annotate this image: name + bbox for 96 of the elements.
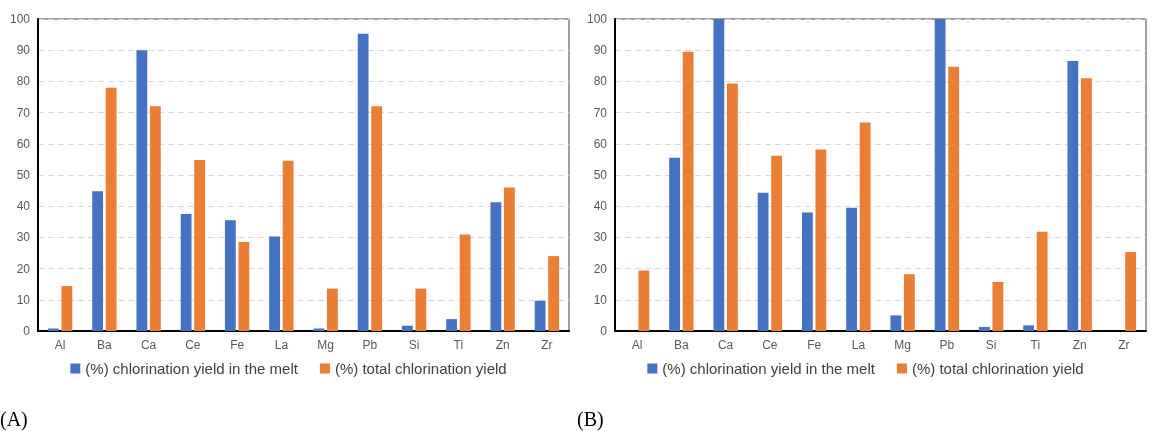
bar <box>490 202 502 331</box>
x-tick-label: Zn <box>495 338 510 352</box>
bar <box>415 288 427 331</box>
bar <box>1023 325 1035 331</box>
y-tick-label: 50 <box>593 168 608 182</box>
bar <box>1036 231 1048 331</box>
y-tick-label: 40 <box>593 199 608 214</box>
x-tick-label: Zr <box>1118 338 1130 352</box>
x-tick-label: Ba <box>97 338 113 352</box>
x-tick-label: Zn <box>1072 338 1087 352</box>
bar <box>815 149 827 331</box>
x-tick-label: Si <box>985 338 997 352</box>
bar <box>401 325 413 331</box>
text: (B) <box>577 408 604 431</box>
y-tick-label: 90 <box>593 43 608 58</box>
x-tick-label: Al <box>54 338 66 352</box>
x-tick-label: Fe <box>807 338 822 352</box>
bar <box>934 19 946 331</box>
y-tick-label: 40 <box>16 199 31 214</box>
x-tick-label: Mg <box>894 338 911 352</box>
x-tick-label: Al <box>631 338 643 352</box>
x-tick-label: Pb <box>939 338 955 352</box>
bar <box>194 160 206 331</box>
bar <box>757 192 769 331</box>
legend-label: (%) chlorination yield in the melt <box>662 360 876 377</box>
bar <box>149 106 161 331</box>
legend-label: (%) total chlorination yield <box>334 360 507 377</box>
y-tick-label: 90 <box>16 43 31 58</box>
bar <box>238 242 250 331</box>
x-tick-label: Ce <box>762 338 778 352</box>
y-tick-label: 30 <box>16 230 31 245</box>
bar <box>669 157 681 331</box>
y-tick-label: 0 <box>600 324 608 338</box>
bar <box>682 51 694 331</box>
bar <box>859 122 871 331</box>
bar <box>771 155 783 331</box>
bar <box>890 315 902 331</box>
bar <box>1067 61 1079 331</box>
bar <box>105 87 117 331</box>
x-tick-label: La <box>851 338 866 352</box>
y-tick-label: 60 <box>593 136 608 151</box>
bar <box>992 282 1004 331</box>
bar <box>726 83 738 331</box>
y-tick-label: 10 <box>593 292 608 307</box>
bar <box>1080 78 1092 331</box>
y-tick-label: 60 <box>16 136 31 151</box>
bar <box>136 50 148 331</box>
bar <box>269 236 281 331</box>
bar <box>446 319 458 331</box>
bar <box>459 234 471 331</box>
y-tick-label: 80 <box>593 74 608 89</box>
x-tick-label: Mg <box>317 338 334 352</box>
x-tick-label: Fe <box>230 338 245 352</box>
y-tick-label: 100 <box>9 12 31 26</box>
legend-label: (%) total chlorination yield <box>911 360 1084 377</box>
bar <box>978 326 990 331</box>
y-tick-label: 70 <box>16 105 31 120</box>
bar <box>548 256 560 331</box>
legend-label: (%) chlorination yield in the melt <box>85 360 299 377</box>
x-tick-label: Ca <box>140 338 157 352</box>
x-tick-label: Si <box>408 338 420 352</box>
y-tick-label: 20 <box>16 261 31 276</box>
bar <box>1125 252 1137 331</box>
bar <box>371 106 383 331</box>
x-tick-label: La <box>274 338 289 352</box>
y-tick-label: 10 <box>16 292 31 307</box>
bar <box>638 270 650 331</box>
bar <box>534 300 546 331</box>
bar <box>326 288 338 331</box>
bar <box>357 33 369 331</box>
bar <box>503 187 515 331</box>
bar <box>713 19 725 331</box>
x-tick-label: Pb <box>362 338 378 352</box>
y-tick-label: 80 <box>16 74 31 89</box>
x-tick-label: Ti <box>453 338 464 352</box>
bar <box>801 212 813 331</box>
x-tick-label: Zr <box>541 338 553 352</box>
x-tick-label: Ti <box>1030 338 1041 352</box>
bar <box>282 160 294 331</box>
x-tick-label: Ca <box>717 338 734 352</box>
bar <box>903 274 915 331</box>
y-tick-label: 70 <box>593 105 608 120</box>
bar <box>180 214 192 331</box>
bar <box>92 191 104 331</box>
bar <box>948 66 960 331</box>
bar <box>846 207 858 331</box>
x-tick-label: Ce <box>185 338 201 352</box>
y-tick-label: 50 <box>16 168 31 182</box>
bar <box>61 286 73 331</box>
y-tick-label: 0 <box>23 324 31 338</box>
y-tick-label: 20 <box>593 261 608 276</box>
y-tick-label: 100 <box>586 12 608 26</box>
bar <box>224 220 236 331</box>
text: (A) <box>0 408 28 431</box>
y-tick-label: 30 <box>593 230 608 245</box>
x-tick-label: Ba <box>674 338 690 352</box>
